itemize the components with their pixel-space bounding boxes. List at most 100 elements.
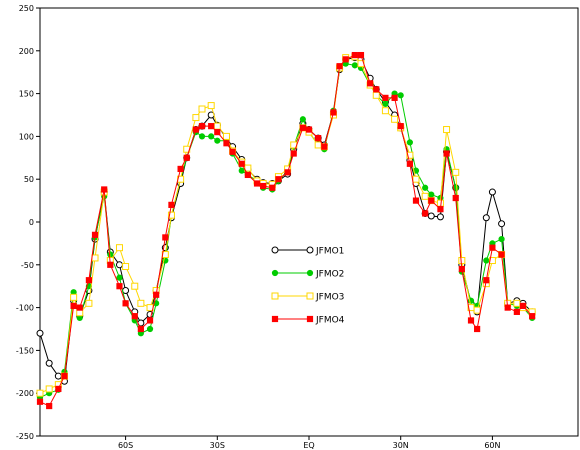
data-point — [513, 299, 521, 307]
data-point — [391, 94, 398, 101]
data-point — [146, 325, 154, 333]
series-jfmo3 — [36, 53, 536, 397]
data-point — [275, 176, 282, 183]
data-point — [122, 300, 129, 307]
data-point — [381, 107, 389, 115]
data-point — [131, 313, 138, 320]
data-point — [70, 302, 77, 309]
data-point — [342, 56, 349, 63]
data-point — [321, 143, 328, 150]
data-point — [36, 329, 44, 337]
legend-marker — [271, 246, 279, 254]
y-tick-label: -250 — [16, 432, 34, 441]
data-point — [519, 302, 527, 309]
data-point — [55, 385, 62, 393]
data-point — [443, 150, 450, 157]
data-point — [208, 133, 215, 140]
data-point — [116, 274, 123, 281]
data-point — [153, 291, 160, 298]
data-point — [412, 197, 420, 204]
legend-label: JFMO3 — [315, 293, 344, 303]
data-point — [382, 94, 389, 101]
data-point — [244, 171, 251, 179]
data-point — [498, 236, 505, 243]
data-point — [208, 123, 215, 130]
series-jfmo4 — [36, 51, 536, 410]
data-point — [330, 109, 337, 116]
x-tick-label: 60N — [484, 441, 500, 450]
data-point — [391, 115, 399, 123]
data-point — [192, 126, 199, 133]
data-point — [146, 317, 154, 324]
data-point — [131, 282, 139, 290]
y-tick-label: 150 — [19, 90, 34, 99]
data-point — [367, 80, 374, 87]
data-point — [122, 263, 130, 271]
data-point — [397, 123, 404, 130]
data-point — [406, 151, 414, 159]
data-point — [116, 283, 123, 290]
data-point — [315, 135, 322, 142]
data-point — [488, 188, 496, 196]
data-point — [314, 141, 322, 149]
y-tick-label: 200 — [19, 47, 34, 56]
data-point — [437, 206, 444, 213]
data-point — [406, 160, 413, 167]
data-point — [452, 194, 459, 202]
series-layer — [36, 51, 536, 410]
data-point — [115, 244, 123, 252]
data-point — [382, 100, 389, 107]
y-tick-label: 250 — [19, 4, 34, 13]
data-point — [428, 197, 435, 204]
data-point — [107, 261, 114, 268]
legend-marker — [271, 292, 279, 300]
data-point — [498, 220, 506, 228]
data-point — [168, 201, 175, 208]
legend-marker — [306, 246, 314, 254]
y-tick-label: 100 — [19, 132, 34, 141]
legend-item: JFMO2 — [271, 269, 344, 280]
data-point — [474, 325, 481, 333]
data-point — [513, 308, 520, 315]
data-point — [422, 184, 429, 191]
data-point — [36, 398, 44, 405]
series-jfmo1 — [36, 54, 536, 385]
data-point — [269, 184, 276, 191]
data-point — [46, 402, 53, 410]
data-point — [70, 293, 78, 301]
data-point — [443, 126, 451, 134]
data-point — [45, 359, 53, 367]
data-point — [458, 265, 465, 273]
legend-marker — [306, 292, 314, 300]
y-tick-label: -50 — [21, 261, 34, 270]
legend-label: JFMO2 — [315, 270, 344, 280]
plot-frame — [39, 7, 579, 437]
data-point — [428, 191, 435, 198]
data-point — [299, 116, 306, 123]
data-point — [198, 133, 206, 140]
data-point — [238, 160, 245, 167]
data-point — [214, 137, 221, 144]
data-point — [76, 304, 83, 311]
y-tick-label: 50 — [24, 175, 34, 184]
y-axis: -250 -200 -150 -100 -50 0 50 100 150 200 250 — [16, 4, 40, 441]
legend-marker — [306, 269, 314, 277]
data-point — [336, 63, 343, 70]
data-point — [85, 277, 93, 284]
data-point — [137, 325, 144, 333]
data-point — [458, 257, 466, 265]
legend-label: JFMO1 — [315, 247, 344, 257]
data-point — [488, 257, 496, 265]
data-point — [290, 150, 297, 157]
data-point — [529, 313, 536, 320]
series-line — [39, 54, 533, 407]
data-point — [253, 180, 261, 187]
data-point — [177, 165, 184, 173]
data-point — [214, 129, 221, 136]
y-tick-label: 0 — [29, 218, 34, 227]
legend-item: JFMO3 — [271, 292, 344, 303]
data-point — [397, 92, 404, 99]
x-tick-label: 30S — [210, 441, 225, 450]
data-point — [192, 114, 200, 122]
data-point — [473, 306, 481, 314]
